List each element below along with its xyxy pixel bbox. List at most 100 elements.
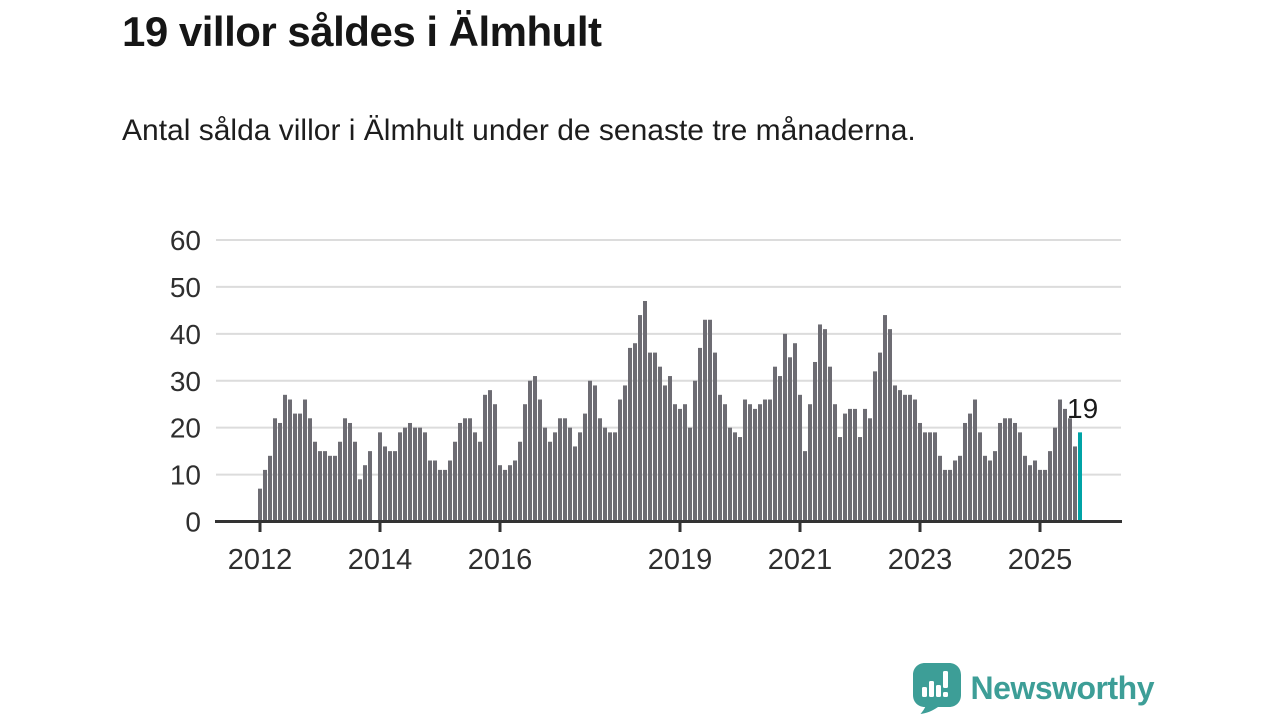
bar xyxy=(863,408,867,523)
bar xyxy=(413,427,417,523)
last-value-annotation: 19 xyxy=(1067,393,1098,424)
bar xyxy=(943,469,947,523)
bar xyxy=(258,488,262,523)
bar xyxy=(868,418,872,523)
bar xyxy=(438,469,442,523)
bar xyxy=(493,404,497,523)
bar xyxy=(998,422,1002,523)
bar xyxy=(628,347,632,523)
bar xyxy=(958,455,962,523)
bar xyxy=(448,460,452,523)
x-tick-label: 2016 xyxy=(468,544,533,576)
bar xyxy=(503,469,507,523)
bar xyxy=(598,418,602,523)
bar xyxy=(368,451,372,523)
mini-bar-chart-exclamation xyxy=(921,670,948,697)
bar xyxy=(638,315,642,523)
x-axis-labels: 2012 2014 2016 2019 2021 2023 2025 xyxy=(228,544,1073,576)
bar xyxy=(398,432,402,523)
bar xyxy=(358,479,362,523)
bar xyxy=(288,399,292,523)
x-tick-label: 2025 xyxy=(1008,544,1073,576)
bar xyxy=(673,404,677,523)
bar xyxy=(323,451,327,523)
bar xyxy=(608,432,612,523)
bar xyxy=(328,455,332,523)
bar xyxy=(443,469,447,523)
bar xyxy=(428,460,432,523)
bar xyxy=(548,441,552,523)
bar xyxy=(508,465,512,523)
bar xyxy=(378,432,382,523)
bar xyxy=(273,418,277,523)
bar xyxy=(313,441,317,523)
bar xyxy=(823,329,827,523)
bar xyxy=(353,441,357,523)
y-tick-label: 0 xyxy=(185,507,201,538)
bar xyxy=(848,408,852,523)
bar xyxy=(423,432,427,523)
bar xyxy=(713,352,717,523)
bar xyxy=(698,347,702,523)
bar xyxy=(263,469,267,523)
bar xyxy=(348,422,352,523)
chart-subtitle: Antal sålda villor i Älmhult under de se… xyxy=(122,114,916,147)
bar xyxy=(993,451,997,523)
bar xyxy=(1008,418,1012,523)
bar xyxy=(763,399,767,523)
bar xyxy=(563,418,567,523)
bar xyxy=(1048,451,1052,523)
bar xyxy=(383,446,387,523)
bar xyxy=(828,366,832,523)
bar xyxy=(888,329,892,523)
x-tick-label: 2019 xyxy=(648,544,713,576)
y-tick-label: 40 xyxy=(170,319,201,350)
bar xyxy=(768,399,772,523)
bar xyxy=(923,432,927,523)
bar xyxy=(833,404,837,523)
bar xyxy=(913,399,917,523)
bar xyxy=(948,469,952,523)
bar xyxy=(308,418,312,523)
x-tick-label: 2012 xyxy=(228,544,293,576)
bar xyxy=(553,432,557,523)
bar xyxy=(458,422,462,523)
bar xyxy=(883,315,887,523)
bar xyxy=(653,352,657,523)
bar xyxy=(433,460,437,523)
bar xyxy=(593,385,597,523)
bar xyxy=(468,418,472,523)
bar xyxy=(1013,422,1017,523)
bar xyxy=(693,380,697,523)
bar xyxy=(648,352,652,523)
bar xyxy=(683,404,687,523)
y-tick-label: 30 xyxy=(170,366,201,397)
bar xyxy=(278,422,282,523)
bar xyxy=(1003,418,1007,523)
bar xyxy=(633,343,637,523)
bar xyxy=(268,455,272,523)
bar xyxy=(643,300,647,523)
bar xyxy=(583,413,587,523)
bar xyxy=(748,404,752,523)
bar xyxy=(1058,399,1062,523)
bar xyxy=(783,333,787,523)
bar xyxy=(558,418,562,523)
bar xyxy=(733,432,737,523)
bar xyxy=(953,460,957,523)
bar xyxy=(718,394,722,523)
y-tick-label: 50 xyxy=(170,272,201,303)
bar xyxy=(1023,455,1027,523)
bar xyxy=(908,394,912,523)
bar xyxy=(933,432,937,523)
bar xyxy=(573,446,577,523)
bar xyxy=(963,422,967,523)
brand-link[interactable]: Newsworthy xyxy=(912,662,1155,714)
bar xyxy=(743,399,747,523)
bar xyxy=(478,441,482,523)
bar xyxy=(1068,418,1072,523)
bar xyxy=(988,460,992,523)
bar xyxy=(708,319,712,523)
bar xyxy=(788,357,792,523)
y-axis-labels: 0 10 20 30 40 50 60 xyxy=(170,225,201,538)
